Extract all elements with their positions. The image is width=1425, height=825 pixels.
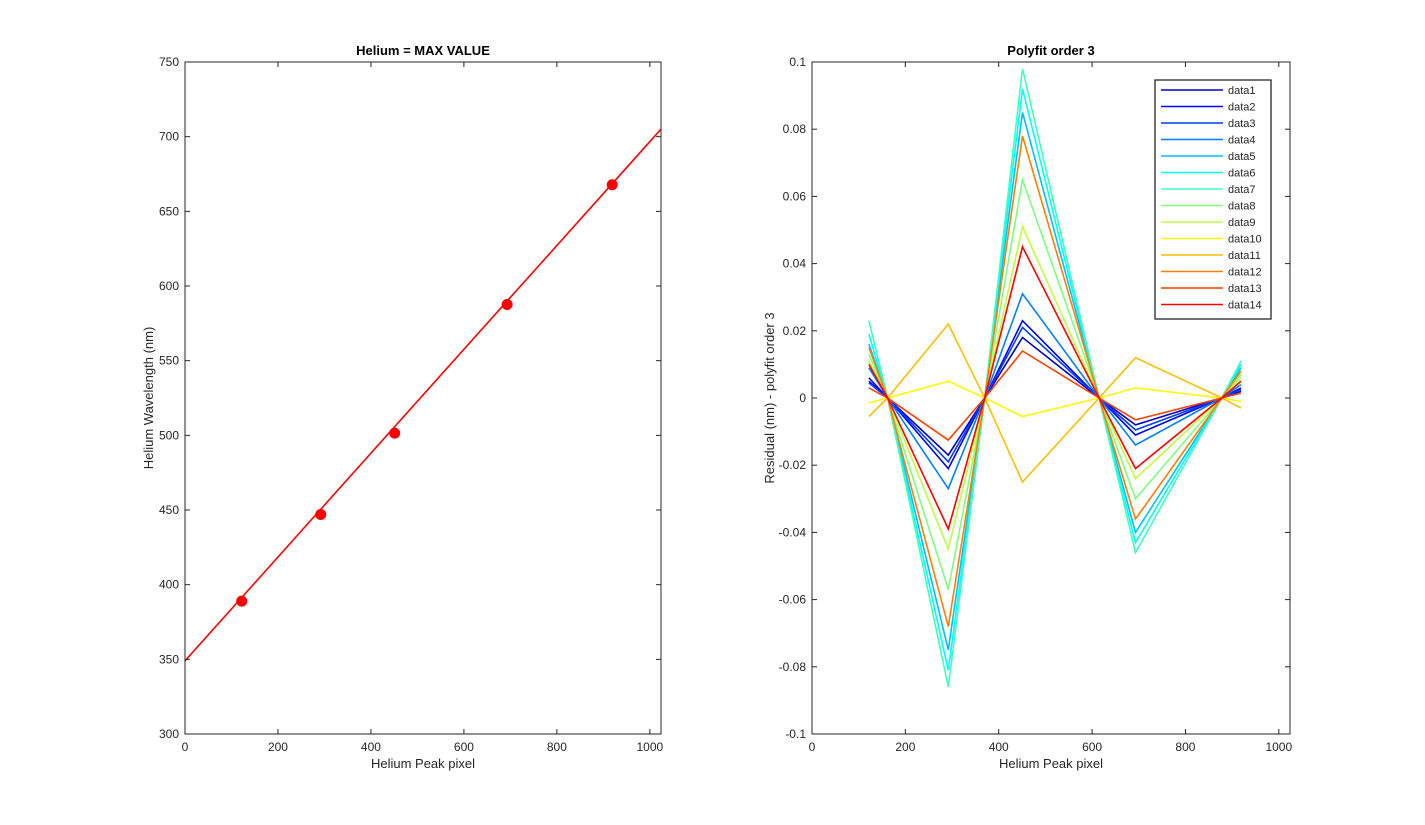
series-line-data9 [868, 224, 1242, 552]
series-layer [185, 128, 661, 662]
y-axis-ticks: 300 350 400 450 500 550 600 650 700 750 [159, 55, 661, 741]
y-tick-label: 550 [159, 354, 179, 368]
fit-line [185, 128, 661, 662]
y-tick-label: 500 [159, 428, 179, 442]
series-line-data8 [868, 176, 1242, 590]
legend-label: data9 [1228, 217, 1256, 229]
y-tick-label: -0.06 [779, 593, 807, 607]
series-line-data14 [868, 244, 1242, 532]
chart-polyfit-residuals: Polyfit order 3 0 200 400 600 800 1000 -0.1-0… [762, 43, 1292, 771]
y-tick-label: 0.06 [783, 189, 807, 203]
y-tick-label: 300 [159, 727, 179, 741]
data-point-marker [236, 595, 248, 607]
y-tick-label: -0.08 [779, 660, 807, 674]
legend-label: data2 [1228, 102, 1256, 114]
y-tick-label: -0.02 [779, 458, 807, 472]
series-line-data10 [868, 380, 1242, 418]
legend-box [1154, 79, 1272, 320]
x-tick-label: 1000 [1265, 740, 1292, 754]
y-tick-label: 650 [159, 204, 179, 218]
series-line-data7 [868, 68, 1242, 688]
series-layer [868, 68, 1242, 688]
y-axis-label: Helium Wavelength (nm) [141, 327, 156, 470]
series-line-data6 [868, 88, 1242, 671]
y-tick-label: 0.1 [789, 55, 806, 69]
x-tick-label: 200 [268, 740, 288, 754]
x-tick-label: 800 [547, 740, 567, 754]
legend-label: data7 [1228, 184, 1256, 196]
y-tick-label: 450 [159, 503, 179, 517]
plot-area [185, 62, 661, 734]
x-axis-label: Helium Peak pixel [999, 756, 1103, 771]
x-tick-label: 400 [361, 740, 381, 754]
y-tick-label: 700 [159, 130, 179, 144]
y-tick-label: 350 [159, 652, 179, 666]
y-tick-label: 0.02 [783, 324, 807, 338]
legend-label: data12 [1228, 267, 1262, 279]
x-tick-label: 800 [1175, 740, 1195, 754]
data-point-marker [315, 508, 327, 520]
chart-title: Helium = MAX VALUE [356, 43, 490, 58]
x-tick-label: 0 [809, 740, 816, 754]
x-tick-label: 600 [454, 740, 474, 754]
series-line-data2 [868, 319, 1242, 471]
y-tick-label: 0.08 [783, 122, 807, 136]
y-tick-label: 0 [799, 391, 806, 405]
x-axis-ticks: 0 200 400 600 800 1000 [182, 62, 664, 754]
chart-title: Polyfit order 3 [1007, 43, 1094, 58]
series-line-data1 [868, 336, 1242, 457]
x-tick-label: 0 [182, 740, 189, 754]
legend-label: data10 [1228, 234, 1262, 246]
y-tick-label: 750 [159, 55, 179, 69]
y-tick-label: -0.1 [785, 727, 806, 741]
x-tick-label: 1000 [636, 740, 663, 754]
data-point-marker [389, 427, 401, 439]
legend: data1 data2 data3 data4 data5 data6 data7 data8… [1154, 79, 1272, 320]
y-tick-label: 0.04 [783, 257, 807, 271]
series-line-data3 [868, 326, 1242, 464]
x-tick-label: 600 [1082, 740, 1102, 754]
legend-label: data4 [1228, 135, 1256, 147]
series-line-data5 [868, 112, 1242, 651]
x-axis-ticks: 0 200 400 600 800 1000 [809, 62, 1292, 754]
legend-label: data8 [1228, 201, 1256, 213]
chart-helium-wavelength: Helium = MAX VALUE 0 200 400 600 800 1000 300… [141, 43, 664, 771]
data-point-marker [606, 179, 618, 191]
legend-label: data6 [1228, 168, 1256, 180]
legend-label: data11 [1228, 250, 1261, 262]
y-axis-label: Residual (nm) - polyfit order 3 [762, 312, 777, 483]
legend-label: data14 [1228, 300, 1262, 312]
axes-box [184, 61, 662, 735]
legend-label: data13 [1228, 283, 1262, 295]
series-line-data4 [868, 292, 1242, 491]
x-tick-label: 200 [895, 740, 915, 754]
x-tick-label: 400 [989, 740, 1009, 754]
series-line-data13 [868, 349, 1242, 442]
legend-label: data1 [1228, 85, 1256, 97]
legend-label: data3 [1228, 118, 1256, 130]
y-axis-ticks: -0.1 -0.08 -0.06 -0.04 -0.02 0 0.02 0.04 0.06 0.0… [779, 55, 1290, 741]
y-tick-label: 600 [159, 279, 179, 293]
y-tick-label: -0.04 [779, 525, 807, 539]
series-line-data12 [868, 135, 1242, 627]
series-line-data11 [868, 322, 1242, 484]
x-axis-label: Helium Peak pixel [371, 756, 475, 771]
y-tick-label: 400 [159, 578, 179, 592]
data-point-marker [501, 299, 513, 311]
legend-label: data5 [1228, 151, 1256, 163]
